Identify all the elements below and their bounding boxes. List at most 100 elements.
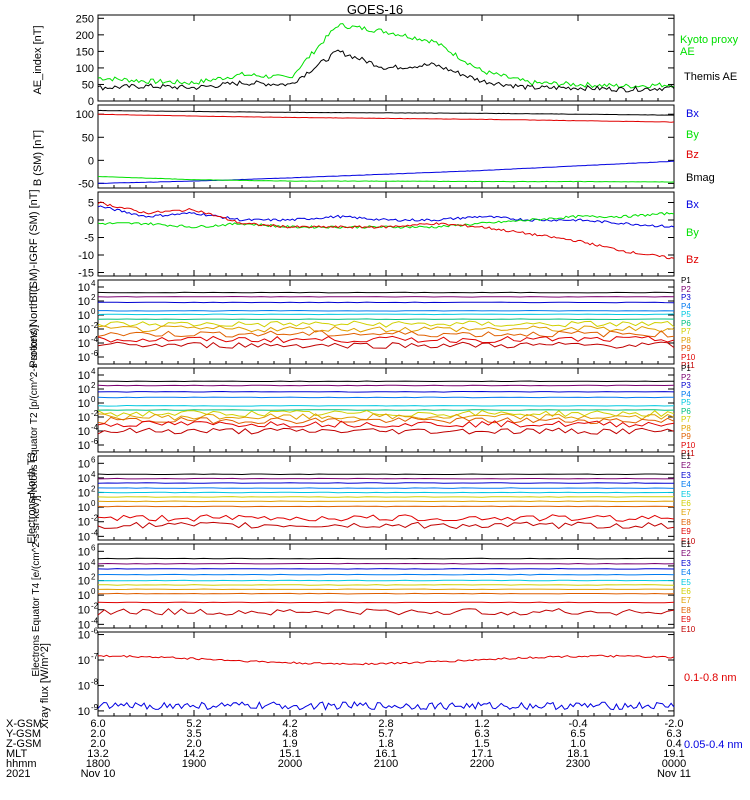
eph-value: 1.2 xyxy=(474,718,490,730)
channel-line-p11 xyxy=(97,341,675,349)
y-tick-label-exp: 4 xyxy=(91,367,96,376)
eph-value: 2200 xyxy=(469,758,495,770)
series-line-3-3 xyxy=(97,201,675,260)
channel-line-e3 xyxy=(97,567,675,570)
legend-by: By xyxy=(686,129,699,141)
legend-bz-diff: Bz xyxy=(686,254,699,266)
legend-p4: P4 xyxy=(681,301,691,311)
channel-line-e5 xyxy=(97,491,675,494)
y-tick-label: 150 xyxy=(76,46,94,58)
y-tick-label: 0 xyxy=(88,155,94,167)
y-tick-label: 5 xyxy=(88,198,94,210)
legend-p2: P2 xyxy=(681,372,691,382)
channel-line-e5 xyxy=(97,579,675,582)
channel-line-p4 xyxy=(98,309,675,312)
channel-line-p8 xyxy=(97,413,675,421)
y-tick-label: 10 xyxy=(78,282,90,294)
legend-e6: E6 xyxy=(681,587,691,596)
eph-value: 5.7 xyxy=(378,728,394,740)
y-tick-label-exp: -2 xyxy=(91,514,99,523)
y-tick-label-exp: -9 xyxy=(91,703,99,712)
y-tick-label-exp: -6 xyxy=(91,627,99,636)
eph-value: 1.8 xyxy=(378,738,394,750)
channel-line-e9 xyxy=(97,514,675,522)
y-tick-label: 10 xyxy=(78,576,90,588)
y-tick-label: -5 xyxy=(84,233,94,245)
channel-line-p2 xyxy=(97,384,675,387)
y-tick-label: 100 xyxy=(76,63,94,75)
legend-p1: P1 xyxy=(681,364,691,373)
y-tick-label-exp: 2 xyxy=(91,573,96,582)
eph-value: 2.0 xyxy=(90,738,106,750)
y-tick-label-exp: -4 xyxy=(91,616,99,625)
y-tick-label-exp: -6 xyxy=(91,349,99,358)
series-line-2-2 xyxy=(97,176,675,183)
eph-value: 1800 xyxy=(85,758,111,770)
y-tick-label: 10 xyxy=(78,546,90,558)
eph-value: 6.3 xyxy=(474,728,490,740)
legend-p3: P3 xyxy=(681,293,691,303)
eph-value: 4.2 xyxy=(282,718,298,730)
eph-value: 2.8 xyxy=(378,718,394,730)
legend-p7: P7 xyxy=(681,327,691,337)
channel-line-p6 xyxy=(97,409,675,411)
series-line-2-1 xyxy=(98,160,675,184)
eph-value: 18.1 xyxy=(567,748,589,760)
channel-line-e8 xyxy=(97,505,675,508)
legend-e6: E6 xyxy=(681,499,691,508)
channel-line-p3 xyxy=(98,301,675,304)
plot-title: GOES-16 xyxy=(346,2,404,17)
legend-xray-long: 0.1-0.8 nm xyxy=(684,672,737,684)
channel-line-p3 xyxy=(97,390,675,393)
panel-frame-7 xyxy=(97,543,675,629)
legend-p9: P9 xyxy=(681,344,691,354)
channel-line-p10 xyxy=(97,335,675,344)
eph-value: 1900 xyxy=(181,758,207,770)
legend-p5: P5 xyxy=(681,398,691,408)
series-line-3-2 xyxy=(97,211,675,229)
y-tick-label-exp: 4 xyxy=(91,558,96,567)
eph-value: 17.1 xyxy=(471,748,493,760)
y-tick-label: 10 xyxy=(78,398,90,410)
legend-kyoto: Kyoto proxy AE xyxy=(680,34,739,58)
y-tick-label-exp: -2 xyxy=(91,409,99,418)
legend-e7: E7 xyxy=(681,596,691,606)
eph-value: 5.2 xyxy=(186,718,202,730)
legend-e5: E5 xyxy=(681,489,691,499)
legend-by-diff: By xyxy=(686,227,699,239)
y-tick-label: 10 xyxy=(78,324,90,336)
y-tick-label: 100 xyxy=(76,109,94,121)
y-tick-label: 10 xyxy=(78,440,90,452)
eph-label-hhmm: hhmm xyxy=(6,758,37,770)
y-tick-label: 50 xyxy=(82,132,94,144)
channel-line-e7 xyxy=(97,588,674,591)
channel-line-e3 xyxy=(97,482,674,484)
y-tick-label-exp: 0 xyxy=(91,307,96,316)
legend-p4: P4 xyxy=(681,389,691,399)
legend-p2: P2 xyxy=(681,284,691,294)
channel-line-p8 xyxy=(97,325,675,333)
legend-p11: P11 xyxy=(681,361,695,371)
eph-value: 1.5 xyxy=(474,738,490,750)
channel-line-p1 xyxy=(98,380,674,383)
legend-bmag: Bmag xyxy=(686,172,715,184)
eph-label-mlt: MLT xyxy=(6,748,28,760)
xray-line-2 xyxy=(97,701,675,711)
y-tick-label: 10 xyxy=(78,310,90,322)
channel-line-p11 xyxy=(97,427,675,435)
eph-value: 2.0 xyxy=(186,738,202,750)
legend-p6: P6 xyxy=(681,406,691,416)
channel-line-e1 xyxy=(97,557,674,560)
series-line-2-4 xyxy=(97,109,675,116)
eph-value: Nov 11 xyxy=(656,768,692,780)
ae-ylabel: AE_index [nT] xyxy=(32,25,44,95)
legend-e4: E4 xyxy=(681,568,691,578)
y-tick-label: 10 xyxy=(78,531,90,543)
eph-value: Nov 10 xyxy=(80,768,116,780)
legend-themis: Themis AE xyxy=(684,71,738,83)
legend-p6: P6 xyxy=(681,318,691,328)
y-tick-label-exp: 2 xyxy=(91,485,96,494)
y-tick-label: 10 xyxy=(78,296,90,308)
channel-line-p9 xyxy=(97,330,675,338)
channel-line-p4 xyxy=(97,396,674,399)
